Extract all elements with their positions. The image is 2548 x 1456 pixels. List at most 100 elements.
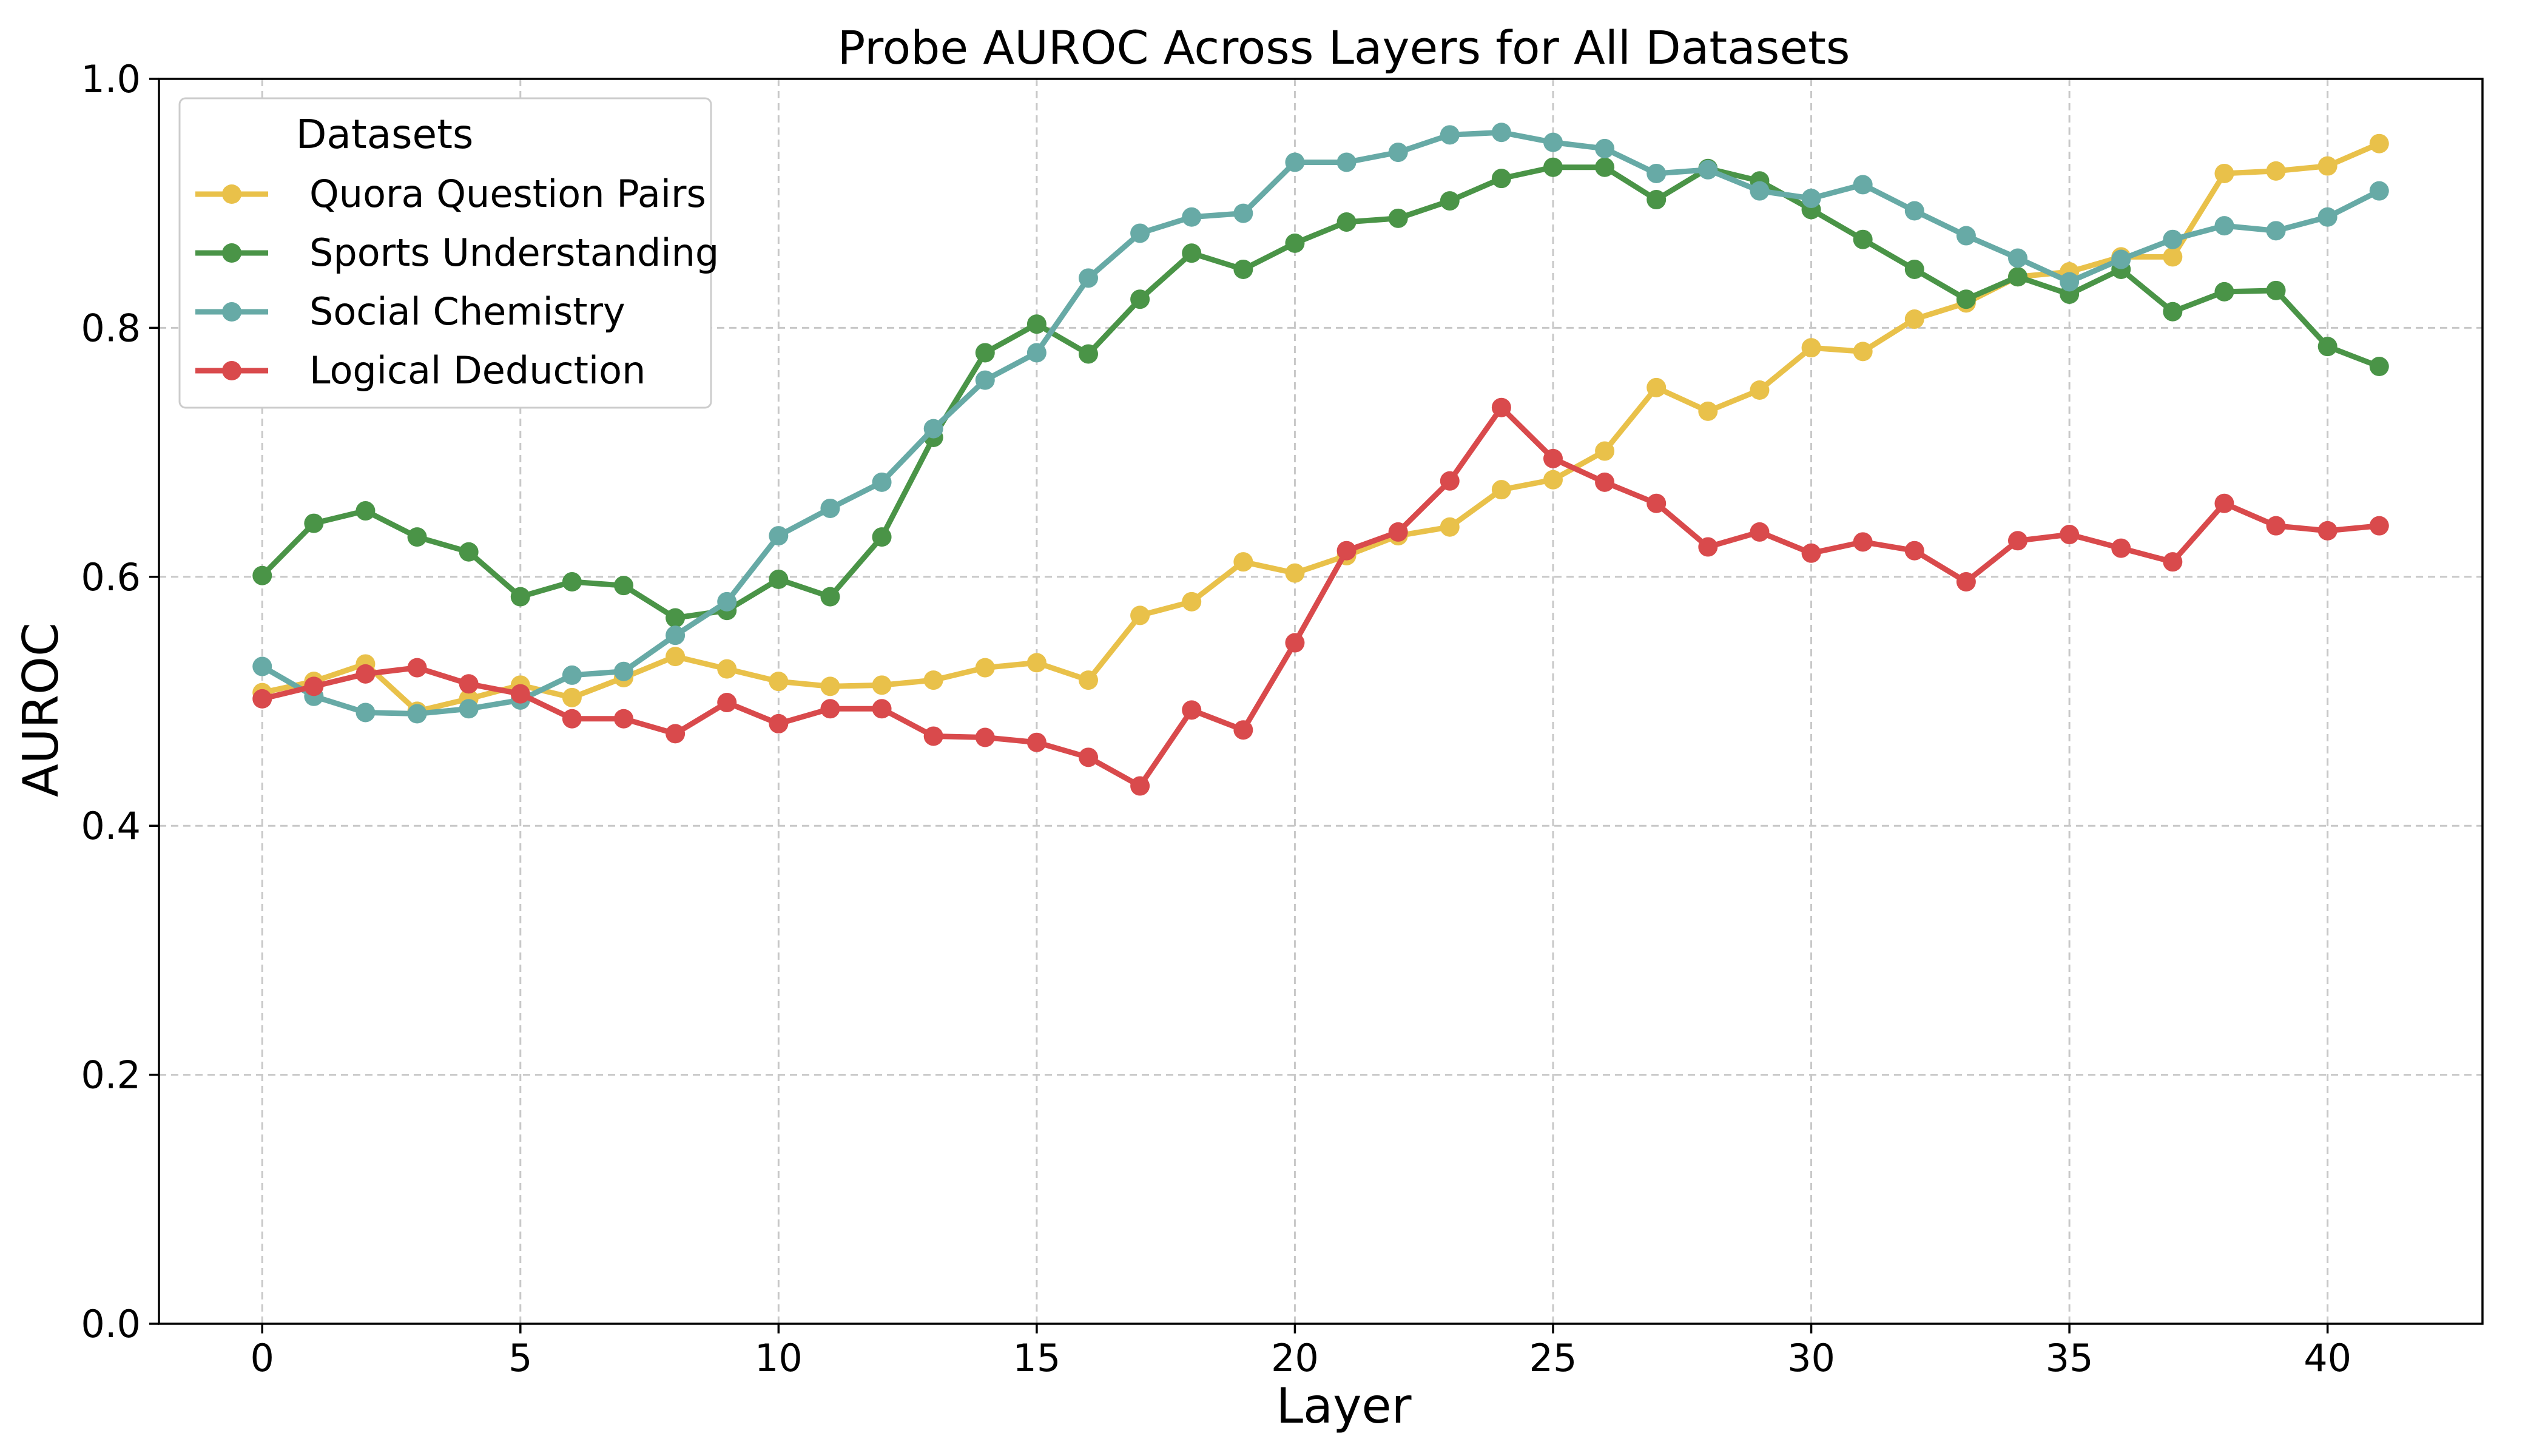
data-point xyxy=(1698,537,1718,557)
data-point xyxy=(1801,338,1821,358)
data-point xyxy=(1285,233,1305,253)
data-point xyxy=(1956,226,1976,246)
data-point xyxy=(717,592,737,612)
data-point xyxy=(1853,532,1873,552)
data-point xyxy=(1285,152,1305,172)
y-tick-label: 0.6 xyxy=(81,555,141,599)
data-point xyxy=(717,693,737,713)
data-point xyxy=(1130,223,1150,243)
data-point xyxy=(1285,563,1305,583)
data-point xyxy=(356,703,376,723)
data-point xyxy=(1079,268,1098,288)
data-point xyxy=(459,674,479,694)
data-point xyxy=(1388,208,1408,228)
y-tick-label: 0.8 xyxy=(81,306,141,350)
data-point xyxy=(459,699,479,719)
plot-frame xyxy=(158,78,2484,1325)
data-point xyxy=(510,587,530,607)
y-tick-label: 0.2 xyxy=(81,1053,141,1097)
data-point xyxy=(1440,517,1460,537)
data-point xyxy=(2317,521,2337,541)
data-point xyxy=(1233,720,1253,740)
data-point xyxy=(769,569,789,589)
data-point xyxy=(1026,314,1046,334)
data-point xyxy=(1956,289,1976,309)
data-point xyxy=(1801,543,1821,563)
data-point xyxy=(2111,249,2131,269)
legend-swatch-marker xyxy=(222,361,241,380)
data-point xyxy=(1130,776,1150,796)
x-tick-label: 20 xyxy=(1271,1336,1319,1380)
series-sports-understanding xyxy=(252,157,2389,628)
data-point xyxy=(2317,337,2337,357)
data-point xyxy=(2163,229,2183,249)
data-point xyxy=(1646,190,1667,210)
data-point xyxy=(975,727,995,747)
data-point xyxy=(1336,212,1357,232)
x-tick-label: 35 xyxy=(2046,1336,2094,1380)
data-point xyxy=(1026,732,1046,752)
axis-ticks: 0 5 10 15 20 25 30 35 40 0.0 0.2 0.4 0.6 0.8 1.0 xyxy=(81,57,2351,1380)
data-point xyxy=(1853,342,1873,362)
data-point xyxy=(1440,471,1460,491)
data-point xyxy=(1440,191,1460,211)
data-point xyxy=(1595,441,1615,461)
data-point xyxy=(872,699,892,719)
data-point xyxy=(975,343,995,363)
data-point xyxy=(1543,448,1563,468)
data-point xyxy=(1336,541,1357,561)
data-point xyxy=(2266,280,2286,300)
data-point xyxy=(2266,161,2286,181)
data-point xyxy=(1801,188,1821,208)
data-point xyxy=(975,370,995,390)
legend-entry-label: Social Chemistry xyxy=(309,289,625,334)
data-point xyxy=(666,724,686,744)
data-point xyxy=(1698,401,1718,421)
x-tick-label: 15 xyxy=(1013,1336,1060,1380)
data-point xyxy=(1646,493,1667,513)
data-point xyxy=(1026,653,1046,673)
data-point xyxy=(1079,344,1098,364)
data-point xyxy=(872,675,892,695)
data-point xyxy=(1698,160,1718,180)
data-point xyxy=(2369,181,2389,201)
data-point xyxy=(2008,248,2027,268)
data-point xyxy=(1026,343,1046,363)
data-point xyxy=(1130,605,1150,625)
data-point xyxy=(820,699,840,719)
data-point xyxy=(2008,531,2027,551)
data-point xyxy=(2317,207,2337,227)
data-point xyxy=(1750,380,1770,400)
legend-entry-label: Sports Understanding xyxy=(309,231,719,275)
data-point xyxy=(2060,525,2080,545)
data-point xyxy=(1904,201,1924,221)
data-point xyxy=(407,527,427,547)
data-point xyxy=(2266,221,2286,241)
data-point xyxy=(1646,377,1667,397)
data-point xyxy=(1543,157,1563,177)
data-point xyxy=(1388,522,1408,542)
data-point xyxy=(1750,181,1770,201)
data-point xyxy=(1956,572,1976,592)
y-tick-label: 0.4 xyxy=(81,804,141,848)
data-point xyxy=(614,709,633,729)
data-point xyxy=(769,526,789,546)
data-point xyxy=(2214,216,2234,236)
data-point xyxy=(2214,493,2234,513)
data-point xyxy=(2369,516,2389,536)
chart-title: Probe AUROC Across Layers for All Datase… xyxy=(838,21,1850,75)
data-point xyxy=(1388,143,1408,163)
data-point xyxy=(1440,125,1460,145)
data-point xyxy=(1182,207,1202,227)
data-point xyxy=(1233,552,1253,572)
data-point xyxy=(614,576,633,596)
data-point xyxy=(1595,138,1615,158)
data-point xyxy=(1595,157,1615,177)
data-point xyxy=(872,527,892,547)
data-point xyxy=(2008,267,2027,287)
data-point xyxy=(1595,472,1615,492)
series-logical-deduction xyxy=(252,397,2389,796)
data-point xyxy=(872,472,892,492)
data-point xyxy=(407,658,427,678)
